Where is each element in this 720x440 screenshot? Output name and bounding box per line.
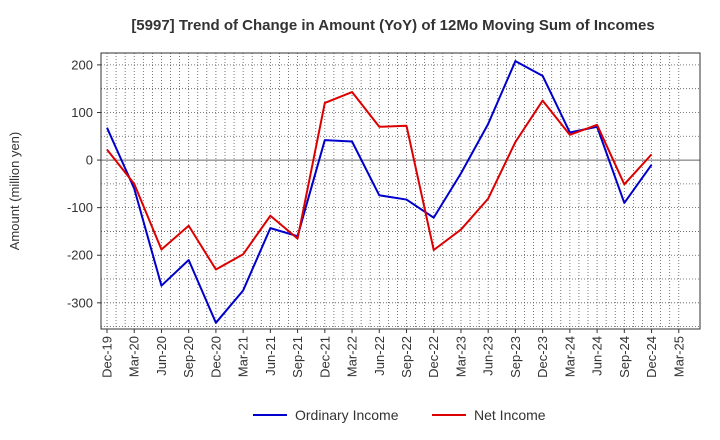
legend-label: Ordinary Income	[295, 407, 399, 423]
legend-item-net-income: Net Income	[432, 407, 546, 423]
chart-title: [5997] Trend of Change in Amount (YoY) o…	[131, 17, 654, 34]
series-lines	[106, 60, 653, 324]
x-tick-label: Jun-20	[154, 336, 169, 376]
x-tick-label: Sep-22	[399, 336, 414, 378]
x-tick-label: Sep-23	[508, 336, 523, 378]
x-tick-label: Dec-21	[317, 336, 332, 378]
x-tick-label: Mar-25	[671, 336, 686, 377]
series-line-net-income	[106, 91, 653, 271]
x-tick-label: Dec-20	[208, 336, 223, 378]
x-tick-label: Jun-24	[590, 336, 605, 376]
x-tick-label: Mar-24	[562, 336, 577, 377]
x-tick-label: Jun-22	[372, 336, 387, 376]
x-tick-label: Mar-20	[127, 336, 142, 377]
x-tick-label: Sep-20	[181, 336, 196, 378]
legend-label: Net Income	[474, 407, 546, 423]
y-tick-label: 100	[71, 105, 93, 120]
x-tick-label: Mar-22	[345, 336, 360, 377]
legend: Ordinary Income Net Income	[253, 407, 546, 423]
x-tick-labels: Dec-19 Mar-20 Jun-20 Sep-20 Dec-20 Mar-21 Jun-…	[100, 329, 686, 378]
x-tick-label: Jun-21	[263, 336, 278, 376]
x-tick-label: Jun-23	[481, 336, 496, 376]
series-line-ordinary-income	[106, 60, 653, 324]
legend-item-ordinary-income: Ordinary Income	[253, 407, 399, 423]
y-tick-labels: 200 100 0 -100 -200 -300	[67, 57, 101, 310]
x-tick-label: Mar-23	[453, 336, 468, 377]
x-tick-label: Dec-24	[644, 336, 659, 378]
x-tick-label: Mar-21	[236, 336, 251, 377]
y-tick-label: -100	[67, 200, 93, 215]
plot-area	[101, 53, 700, 329]
y-axis-label: Amount (million yen)	[7, 132, 22, 251]
plot-border	[100, 52, 701, 330]
x-tick-label: Sep-21	[290, 336, 305, 378]
y-tick-label: -200	[67, 248, 93, 263]
axes	[100, 52, 701, 330]
grid-lines	[101, 53, 700, 329]
x-tick-label: Dec-22	[426, 336, 441, 378]
y-tick-label: 200	[71, 57, 93, 72]
x-tick-label: Dec-23	[535, 336, 550, 378]
x-tick-label: Dec-19	[100, 336, 115, 378]
y-tick-label: -300	[67, 295, 93, 310]
x-tick-label: Sep-24	[617, 336, 632, 378]
y-tick-label: 0	[86, 153, 93, 168]
